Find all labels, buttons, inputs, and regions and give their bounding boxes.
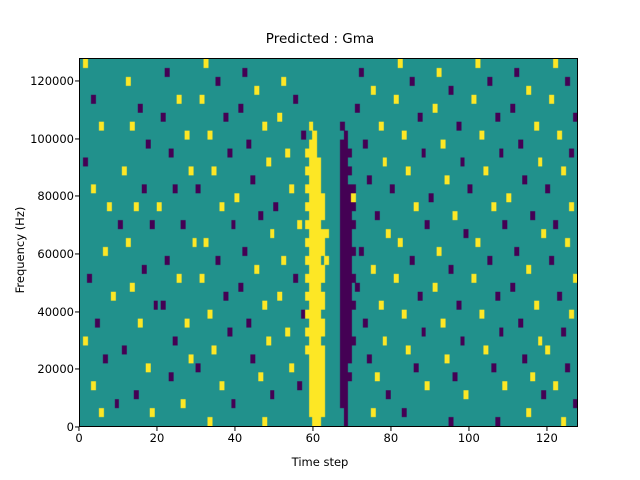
y-tick-label: 60000 [37,247,74,262]
x-tick-mark [312,427,314,431]
chart-title: Predicted : Gma [265,31,375,47]
x-tick-mark [468,427,470,431]
x-tick-label: 40 [227,431,243,445]
x-tick-mark [390,427,392,431]
x-axis-label: Time step [291,455,349,469]
x-tick-mark [156,427,158,431]
x-tick-mark [234,427,236,431]
x-tick-mark [546,427,548,431]
heatmap-image [80,59,577,426]
y-tick-label: 80000 [37,189,74,204]
y-tick-label: 20000 [37,362,74,377]
x-tick-label: 80 [383,431,399,445]
heatmap-axes [79,58,578,427]
x-tick-label: 120 [535,431,558,445]
y-tick-label: 0 [66,420,74,434]
y-tick-label: 120000 [30,74,74,89]
x-tick-label: 60 [305,431,321,445]
y-axis-label: Frequency (Hz) [13,206,27,294]
y-tick-label: 100000 [30,131,74,146]
x-tick-label: 0 [75,431,83,445]
x-tick-label: 100 [457,431,480,445]
x-tick-label: 20 [149,431,165,445]
y-tick-label: 40000 [37,304,74,319]
x-tick-mark [78,427,80,431]
